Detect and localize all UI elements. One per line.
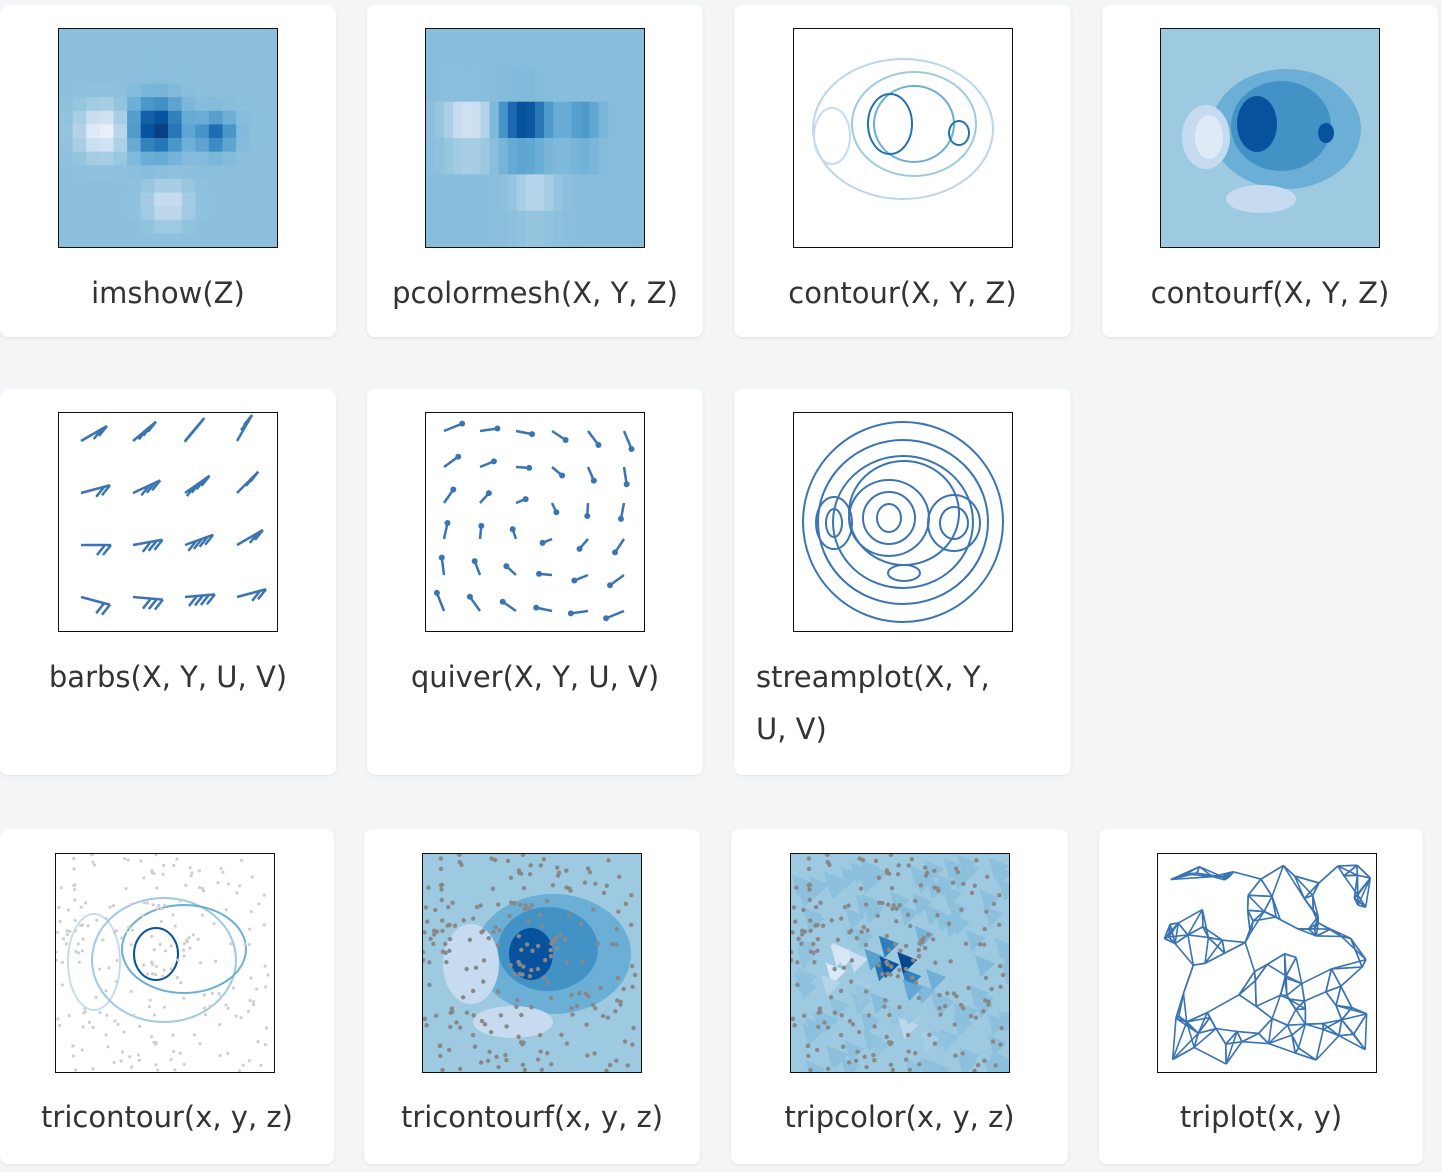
card-label: tripcolor(x, y, z) [784,1100,1015,1134]
card-label: contourf(X, Y, Z) [1150,276,1390,310]
card-tricontour[interactable]: tricontour(x, y, z) [0,829,334,1164]
card-quiver[interactable]: quiver(X, Y, U, V) [367,389,703,775]
card-tripcolor[interactable]: tripcolor(x, y, z) [731,829,1068,1164]
card-label: streamplot(X, Y, U, V) [756,660,990,746]
card-label: quiver(X, Y, U, V) [410,660,660,694]
card-imshow[interactable]: imshow(Z) [0,5,336,337]
imshow-plot-thumbnail [58,28,278,248]
card-label: triplot(x, y) [1179,1100,1343,1134]
contour-plot-thumbnail [793,28,1013,248]
quiver-plot-thumbnail [425,412,645,632]
triplot-plot-thumbnail [1157,853,1377,1073]
card-label: tricontourf(x, y, z) [400,1100,664,1134]
card-label: tricontour(x, y, z) [41,1100,293,1134]
barbs-plot-thumbnail [58,412,278,632]
card-tricontourf[interactable]: tricontourf(x, y, z) [364,829,700,1164]
pcolormesh-plot-thumbnail [425,28,645,248]
streamplot-plot-thumbnail [793,412,1013,632]
tricontourf-plot-thumbnail [422,853,642,1073]
tricontour-plot-thumbnail [55,853,275,1073]
card-pcolormesh[interactable]: pcolormesh(X, Y, Z) [367,5,703,337]
tripcolor-plot-thumbnail [790,853,1010,1073]
card-label: barbs(X, Y, U, V) [48,660,288,694]
card-streamplot[interactable]: streamplot(X, Y, U, V) [734,389,1071,775]
card-contourf[interactable]: contourf(X, Y, Z) [1102,5,1438,337]
contourf-plot-thumbnail [1160,28,1380,248]
card-triplot[interactable]: triplot(x, y) [1099,829,1423,1164]
card-label: pcolormesh(X, Y, Z) [392,276,678,310]
card-barbs[interactable]: barbs(X, Y, U, V) [0,389,336,775]
card-label: contour(X, Y, Z) [788,276,1017,310]
card-contour[interactable]: contour(X, Y, Z) [734,5,1071,337]
card-label: imshow(Z) [91,276,245,310]
